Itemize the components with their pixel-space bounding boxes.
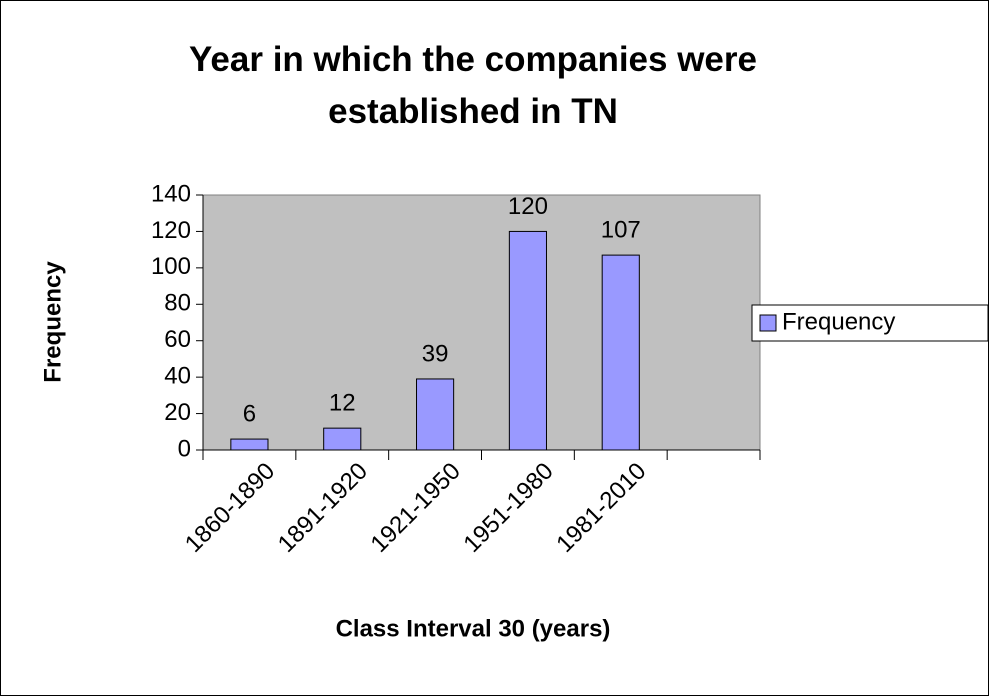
y-tick-label: 120 bbox=[151, 217, 191, 244]
bar bbox=[601, 254, 640, 451]
legend-box bbox=[751, 304, 989, 342]
data-label: 39 bbox=[422, 340, 449, 367]
bar bbox=[230, 438, 269, 451]
data-label: 6 bbox=[243, 400, 256, 427]
y-tick-label: 0 bbox=[178, 435, 191, 462]
data-label: 107 bbox=[601, 216, 641, 243]
bar bbox=[323, 427, 362, 451]
y-axis-label: Frequency bbox=[39, 261, 66, 383]
y-tick-label: 80 bbox=[164, 290, 191, 317]
y-tick-label: 100 bbox=[151, 253, 191, 280]
y-tick-label: 60 bbox=[164, 326, 191, 353]
data-label: 120 bbox=[508, 193, 548, 220]
legend-label: Frequency bbox=[782, 308, 895, 335]
y-tick-label: 20 bbox=[164, 399, 191, 426]
plot-area bbox=[202, 194, 761, 451]
chart-title: Year in which the companies were establi… bbox=[189, 40, 757, 131]
y-tick-label: 40 bbox=[164, 362, 191, 389]
bar bbox=[416, 378, 455, 451]
bar bbox=[508, 230, 547, 451]
x-axis-label: Class Interval 30 (years) bbox=[336, 615, 611, 642]
legend-swatch bbox=[759, 314, 777, 332]
y-tick-label: 140 bbox=[151, 180, 191, 207]
data-label: 12 bbox=[329, 389, 356, 416]
